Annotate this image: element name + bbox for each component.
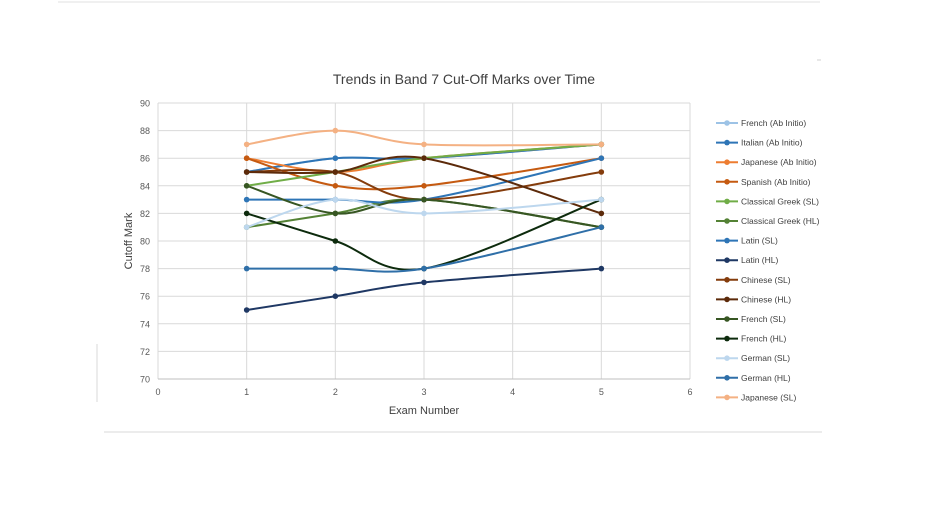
legend-marker [724,159,730,165]
series-line [246,198,602,271]
y-tick-label: 88 [140,126,150,136]
x-tick-label: 3 [421,387,426,397]
data-point [598,141,605,148]
legend-marker [724,218,730,224]
legend: French (Ab Initio) Italian (Ab Initio) Jap… [716,118,820,402]
data-point [332,169,339,175]
legend-label: Latin (HL) [741,255,778,265]
legend-marker [724,277,730,283]
y-axis-label: Cutoff Mark [123,212,135,269]
data-point [421,210,427,217]
data-points [243,127,605,313]
legend-marker [724,257,730,264]
legend-label: German (HL) [741,373,791,383]
data-point [332,238,339,244]
data-point [243,169,250,175]
data-point [598,169,605,175]
legend-label: Italian (Ab Initio) [741,138,803,148]
data-point [243,183,250,189]
x-tick-label: 2 [333,387,338,397]
y-tick-label: 70 [140,375,150,385]
y-tick-label: 78 [140,264,150,274]
series-line [246,157,602,191]
data-point [598,196,605,203]
chart-title: Trends in Band 7 Cut-Off Marks over Time [333,71,595,87]
data-point [332,265,339,272]
legend-label: Classical Greek (HL) [741,216,820,226]
series-line [246,198,602,229]
data-point [421,279,427,286]
x-tick-label: 5 [599,387,604,397]
y-tick-label: 72 [140,347,150,357]
legend-label: German (SL) [741,353,790,363]
y-tick-label: 80 [140,237,150,247]
data-point [332,155,339,161]
x-tick-label: 1 [244,387,249,397]
legend-marker [724,296,730,303]
y-tick-label: 84 [140,181,150,191]
legend-marker [724,394,730,401]
data-point [243,265,250,272]
series-line [246,267,602,311]
legend-marker [724,237,730,244]
legend-marker [724,139,730,146]
series-line [246,184,602,229]
series-line [246,168,602,201]
data-point [421,141,427,148]
x-tick-label: 0 [155,387,160,397]
data-point [243,141,250,148]
data-point [598,265,605,272]
x-axis-label: Exam Number [389,405,460,417]
legend-marker [724,316,730,322]
data-point [243,155,250,161]
legend-label: Spanish (Ab Initio) [741,177,811,187]
data-point [332,127,339,134]
data-point [421,196,427,203]
legend-label: French (SL) [741,314,786,324]
legend-marker [724,335,730,342]
series-line [246,226,602,273]
legend-marker [724,179,730,185]
legend-label: Japanese (Ab Initio) [741,157,817,167]
y-tick-label: 74 [140,319,150,329]
legend-label: Chinese (HL) [741,294,791,304]
data-point [243,307,250,313]
data-point [243,210,250,217]
legend-label: Classical Greek (SL) [741,196,819,206]
series-line [246,155,602,215]
data-point [332,210,339,217]
legend-marker [724,120,730,126]
legend-label: Japanese (SL) [741,392,796,402]
data-point [332,293,339,300]
data-point [421,183,427,189]
legend-label: French (HL) [741,334,787,344]
legend-label: French (Ab Initio) [741,118,806,128]
x-tick-label: 6 [687,387,692,397]
y-tick-label: 90 [140,99,150,109]
data-point [421,155,427,161]
series-line [246,143,602,187]
data-point [598,210,605,217]
legend-marker [724,375,730,381]
data-point [598,224,605,230]
data-point [243,196,250,203]
data-point [598,155,605,161]
series-lines [246,129,602,311]
data-point [421,265,427,272]
data-point [243,224,250,230]
legend-label: Latin (SL) [741,236,778,246]
data-point [332,196,339,203]
y-tick-label: 86 [140,154,150,164]
legend-marker [724,355,730,362]
series-line [246,129,602,147]
x-tick-label: 4 [510,387,515,397]
tick-labels: 70 72 74 76 78 80 82 84 86 88 90 0 1 2 3 4 5 6 [140,99,693,398]
y-tick-label: 76 [140,292,150,302]
data-point [332,183,339,189]
y-tick-label: 82 [140,209,150,219]
legend-label: Chinese (SL) [741,275,791,285]
legend-marker [724,198,730,205]
